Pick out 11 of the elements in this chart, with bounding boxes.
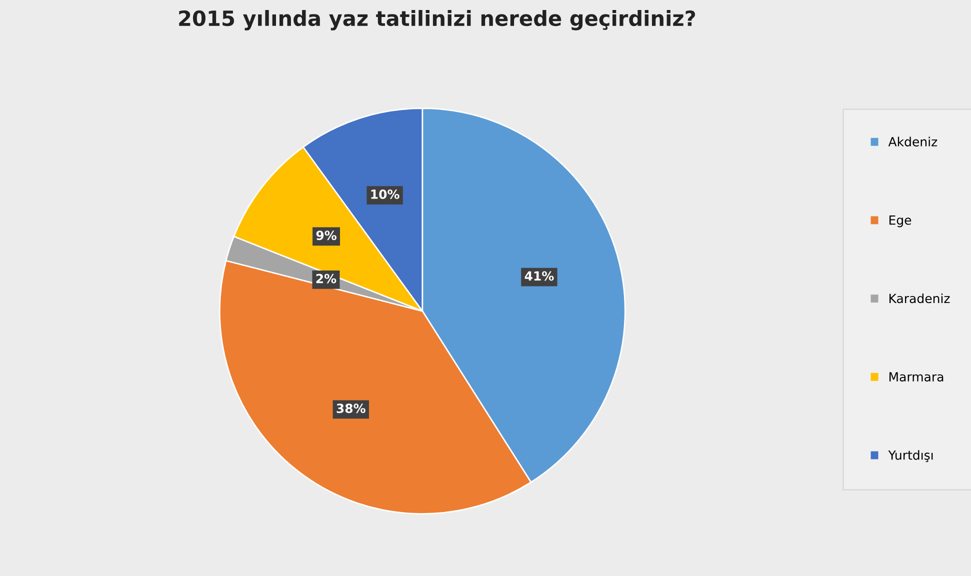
chart-title: 2015 yılında yaz tatilinizi nerede geçirdiniz?	[179, 10, 696, 30]
data-label: 38%	[336, 404, 366, 414]
legend-label: Marmara	[889, 372, 944, 382]
legend-label: Akdeniz	[888, 136, 938, 146]
data-label: 41%	[524, 271, 554, 281]
legend-label: Karadeniz	[889, 293, 950, 304]
data-label: 9%	[316, 230, 336, 240]
data-label: 10%	[371, 190, 400, 199]
legend-label: Ege	[889, 216, 912, 228]
data-label: 2%	[316, 274, 336, 284]
legend-label: Yurtdışı	[888, 450, 933, 462]
